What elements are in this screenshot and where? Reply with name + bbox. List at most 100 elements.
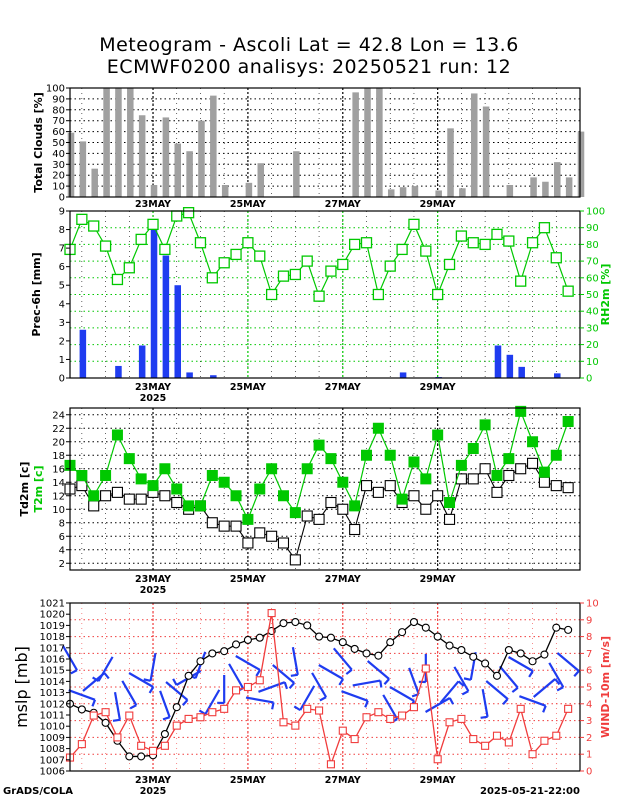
rh-marker bbox=[491, 228, 503, 241]
rh-axis-label: RH2m [%] bbox=[599, 264, 612, 326]
td2m-marker bbox=[111, 486, 123, 498]
rh-marker bbox=[455, 230, 468, 242]
wind-marker bbox=[540, 736, 549, 745]
t2m-marker bbox=[183, 500, 195, 512]
date-label: 29MAY bbox=[420, 775, 456, 786]
rh-marker bbox=[99, 240, 112, 252]
wind-marker bbox=[469, 735, 478, 744]
wind-barb-flag bbox=[103, 672, 110, 680]
td2m-axis-label: Td2m [c] bbox=[18, 462, 31, 517]
y-tick-label: 1018 bbox=[40, 632, 65, 643]
td2m-marker bbox=[266, 530, 278, 542]
td2m-marker bbox=[515, 463, 527, 475]
y-tick-label: 0 bbox=[59, 374, 65, 385]
y2-tick-label: 7 bbox=[586, 649, 592, 660]
precip-bar bbox=[210, 375, 217, 378]
y-tick-label: 1011 bbox=[40, 711, 65, 722]
y-tick-label: 1021 bbox=[40, 599, 65, 610]
rh-marker bbox=[171, 210, 183, 222]
mslp-marker bbox=[492, 671, 502, 680]
y-tick-label: 14 bbox=[52, 478, 65, 489]
td2m-marker bbox=[562, 482, 574, 494]
y2-tick-label: 70 bbox=[586, 257, 599, 268]
date-label: 27MAY bbox=[325, 775, 361, 786]
wind-marker bbox=[77, 740, 86, 749]
y-tick-label: 9 bbox=[59, 207, 65, 218]
wind-barb bbox=[258, 681, 286, 693]
cloud-bar bbox=[399, 187, 407, 197]
rh-marker bbox=[562, 285, 574, 297]
y-tick-label: 60 bbox=[52, 127, 65, 138]
y-tick-label: 8 bbox=[59, 518, 65, 529]
td2m-marker bbox=[230, 520, 242, 532]
panel-frame bbox=[69, 407, 581, 571]
t2m-marker bbox=[455, 459, 467, 471]
y-tick-label: 90 bbox=[52, 94, 65, 105]
precip-bar bbox=[138, 345, 146, 378]
wind-barb-flag bbox=[271, 702, 275, 710]
rh-marker bbox=[337, 258, 349, 271]
rh-marker bbox=[550, 252, 562, 264]
wind-marker bbox=[421, 664, 430, 673]
wind-marker bbox=[528, 750, 537, 759]
t2m-marker bbox=[266, 463, 278, 475]
y-tick-label: 1016 bbox=[40, 655, 65, 666]
wind-barb-flag bbox=[255, 669, 261, 677]
wind-barb bbox=[485, 680, 509, 700]
cloud-bar bbox=[79, 141, 87, 197]
rh-marker bbox=[265, 288, 278, 301]
wind-barb bbox=[272, 664, 295, 684]
mslp-marker bbox=[504, 645, 513, 655]
mslp-marker bbox=[469, 652, 478, 661]
rh-marker bbox=[396, 243, 408, 256]
t2m-marker bbox=[76, 470, 88, 481]
td2m-marker bbox=[242, 537, 254, 549]
mslp-marker bbox=[338, 638, 347, 647]
wind-barb bbox=[159, 690, 171, 718]
y2-tick-label: 9 bbox=[586, 615, 592, 626]
wind-barb bbox=[425, 697, 451, 713]
mslp-marker bbox=[125, 752, 134, 761]
precip-bar bbox=[174, 285, 182, 378]
y-tick-label: 1 bbox=[59, 355, 65, 366]
cloud-bar bbox=[554, 162, 561, 197]
y-tick-label: 1008 bbox=[40, 744, 65, 755]
cloud-bar bbox=[293, 151, 300, 197]
wind-barb-flag bbox=[556, 686, 564, 692]
cloud-bar bbox=[470, 93, 478, 197]
y-tick-label: 1017 bbox=[40, 643, 65, 654]
t2m-marker bbox=[337, 476, 349, 488]
cloud-bar bbox=[103, 88, 110, 197]
t2m-marker bbox=[420, 473, 432, 485]
wind-barb-flag bbox=[70, 669, 78, 675]
td2m-marker bbox=[479, 463, 491, 475]
cloud-bar bbox=[138, 115, 146, 197]
rh-marker bbox=[301, 255, 313, 267]
t2m-marker bbox=[503, 453, 515, 465]
td2m-marker bbox=[527, 457, 539, 469]
cloud-bar bbox=[542, 181, 549, 197]
y-tick-label: 1006 bbox=[40, 767, 65, 778]
cloud-bar bbox=[482, 106, 490, 197]
y2-tick-label: 20 bbox=[586, 340, 599, 351]
mslp-marker bbox=[137, 752, 146, 761]
date-label: 27MAY bbox=[325, 574, 361, 585]
wind-barb bbox=[121, 680, 138, 706]
wind-barb-flag bbox=[383, 678, 390, 685]
cloud-bar bbox=[162, 117, 170, 197]
precip-bar bbox=[186, 372, 193, 378]
y-tick-label: 24 bbox=[52, 410, 65, 421]
wind-barb-flag bbox=[319, 696, 327, 702]
y2-tick-label: 90 bbox=[586, 223, 599, 234]
t2m-marker bbox=[194, 500, 206, 512]
wind-barb bbox=[291, 647, 299, 675]
td2m-marker bbox=[88, 500, 100, 512]
td2m-marker bbox=[100, 490, 112, 502]
wind-barb bbox=[235, 655, 261, 671]
y-tick-label: 20 bbox=[52, 437, 65, 448]
year-label: 2025 bbox=[140, 585, 166, 596]
mslp-marker bbox=[291, 617, 300, 627]
td2m-marker bbox=[550, 480, 562, 492]
mslp-marker bbox=[421, 623, 430, 632]
date-label: 25MAY bbox=[230, 775, 266, 786]
